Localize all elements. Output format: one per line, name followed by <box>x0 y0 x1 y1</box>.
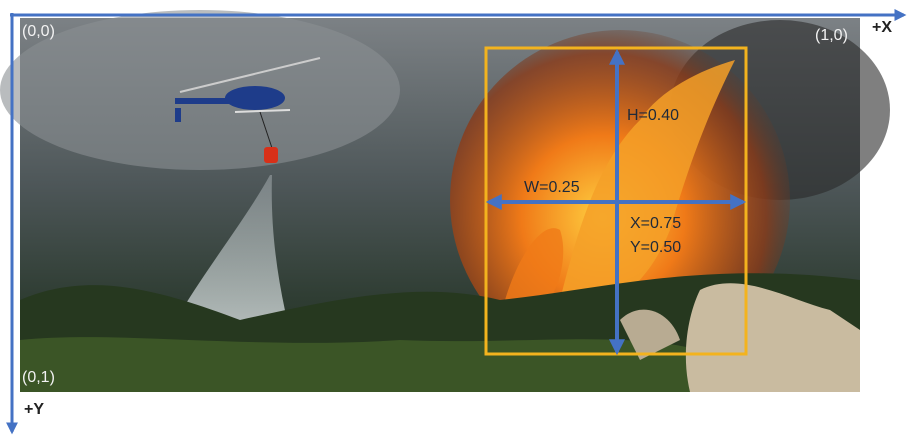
helicopter <box>175 57 321 163</box>
width-label: W=0.25 <box>524 179 580 196</box>
x-end-label: (1,0) <box>815 27 848 44</box>
y-end-label: (0,1) <box>22 369 55 386</box>
origin-label: (0,0) <box>22 23 55 40</box>
photo <box>0 10 890 392</box>
y-axis-label: +Y <box>24 401 44 418</box>
x-axis-label: +X <box>872 19 892 36</box>
height-label: H=0.40 <box>627 107 679 124</box>
y-label: Y=0.50 <box>630 239 681 256</box>
x-label: X=0.75 <box>630 215 681 232</box>
